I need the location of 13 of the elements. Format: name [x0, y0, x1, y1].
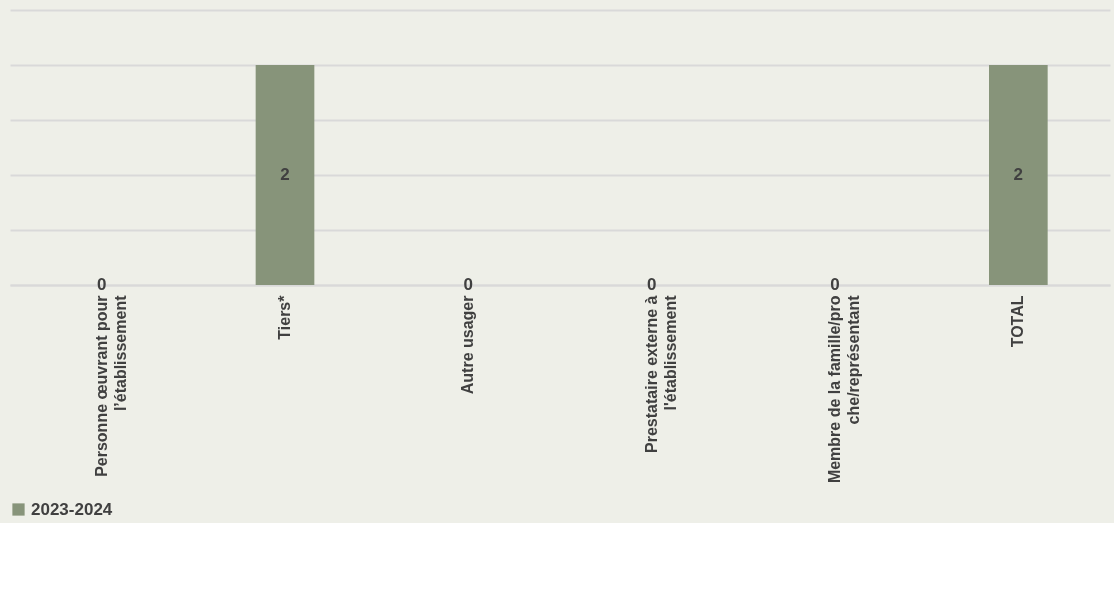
x-tick-label: Tiers* — [276, 294, 293, 340]
x-tick-label: TOTAL — [1009, 295, 1027, 348]
data-label: 0 — [830, 275, 840, 294]
data-label: 2 — [1013, 165, 1024, 184]
data-label: 0 — [646, 275, 657, 294]
data-label: 0 — [96, 275, 107, 294]
x-tick-label: Autre usager — [459, 295, 477, 395]
x-tick-label: Personne œuvrant pour l’établissement — [92, 294, 129, 477]
x-tick-label: Membre de la famille/proche/représentant — [826, 294, 862, 484]
data-label: 2 — [280, 165, 290, 184]
legend-label: 2023-2024 — [31, 499, 113, 519]
data-label: 0 — [463, 275, 474, 294]
x-tick-label: Prestataire externe à l'établissement — [642, 294, 679, 453]
